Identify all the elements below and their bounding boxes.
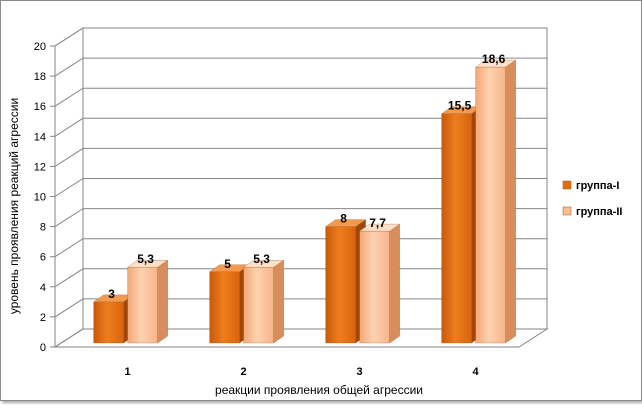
y-tick-label: 20 — [34, 41, 46, 53]
legend-swatch-0 — [562, 180, 572, 190]
gridline — [54, 27, 547, 47]
bar-top-1-2 — [359, 223, 401, 232]
bar-side-1-2 — [389, 223, 400, 344]
gridline — [54, 178, 547, 197]
data-label-1-0: 5,3 — [137, 252, 154, 266]
data-label-1-3: 18,6 — [482, 52, 506, 66]
gridline — [54, 117, 547, 137]
y-tick-label: 18 — [34, 71, 46, 83]
legend-label-1: группа-II — [576, 206, 622, 218]
x-tick-label: 1 — [125, 366, 131, 378]
bar-0-0 — [93, 301, 124, 344]
y-tick-label: 16 — [34, 101, 46, 113]
bar-1-2 — [359, 230, 390, 344]
y-axis: 0 2 4 6 8 10 12 14 16 18 20 — [34, 41, 56, 354]
bar-top-1-0 — [127, 260, 169, 268]
data-label-0-1: 5 — [224, 257, 231, 271]
bar-side-1-0 — [157, 259, 168, 344]
bar-top-1-1 — [243, 260, 285, 268]
bars — [93, 59, 517, 344]
x-axis-title: реакции проявления общей агрессии — [215, 383, 423, 397]
gridlines — [54, 27, 547, 348]
y-tick-label: 14 — [34, 131, 46, 143]
data-label-0-0: 3 — [108, 287, 115, 301]
gridline — [54, 147, 547, 167]
bar-side-1-1 — [273, 259, 284, 344]
y-tick-label: 2 — [40, 312, 46, 324]
x-axis: 1 2 3 4 — [125, 366, 480, 378]
y-axis-title: уровень проявления реакций агрессии — [7, 98, 21, 314]
y-tick-label: 0 — [40, 342, 46, 354]
data-labels: 3 5,3 5 5,3 8 7,7 15,5 18,6 — [108, 52, 505, 301]
gridline — [54, 87, 547, 107]
bar-1-3 — [475, 66, 506, 344]
legend-label-0: группа-I — [576, 180, 619, 192]
y-tick-label: 4 — [40, 282, 46, 294]
y-tick-label: 8 — [40, 222, 46, 234]
x-tick-label: 2 — [241, 366, 247, 378]
y-tick-label: 10 — [34, 192, 46, 204]
bar-1-0 — [127, 267, 158, 344]
y-tick-label: 12 — [34, 161, 46, 173]
data-label-0-3: 15,5 — [448, 99, 472, 113]
x-tick-label: 4 — [473, 366, 480, 378]
bar-side-1-3 — [505, 59, 516, 344]
bar-top-1-3 — [475, 59, 517, 68]
legend: группа-I группа-II — [562, 180, 622, 218]
x-tick-label: 3 — [357, 366, 363, 378]
bar-top-0-2 — [325, 219, 367, 227]
data-label-1-1: 5,3 — [253, 252, 270, 266]
bar-0-2 — [325, 226, 356, 344]
gridline — [54, 57, 547, 77]
gridline — [54, 208, 547, 228]
bar-0-1 — [209, 271, 240, 344]
y-tick-label: 6 — [40, 252, 46, 264]
data-label-0-2: 8 — [340, 212, 347, 226]
legend-swatch-1 — [562, 206, 572, 216]
data-label-1-2: 7,7 — [369, 216, 386, 230]
bar-0-3 — [441, 113, 472, 344]
bar-1-1 — [243, 267, 274, 344]
